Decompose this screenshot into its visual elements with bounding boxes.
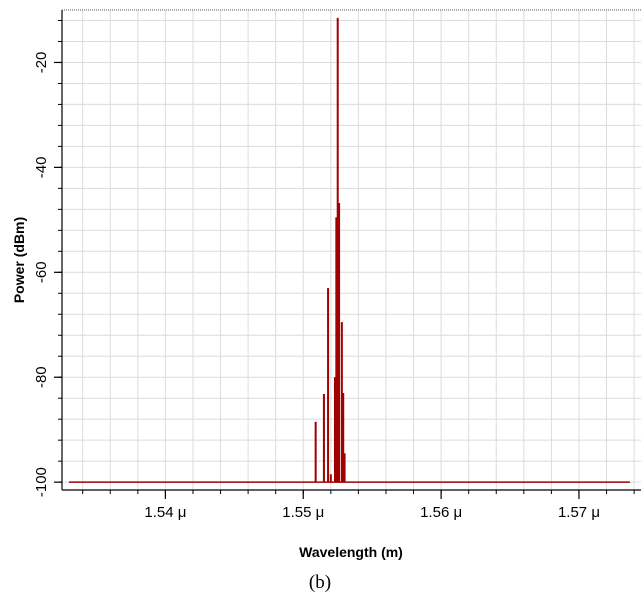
y-axis-title: Power (dBm) [11,217,27,303]
y-tick-label: -80 [33,366,50,388]
y-tick-label: -100 [33,467,50,497]
grid [62,10,641,490]
y-tick-label: -40 [33,157,50,179]
figure-caption: (b) [309,572,331,593]
x-axis: 1.54 μ 1.55 μ 1.56 μ 1.57 μ [62,489,641,521]
x-axis-title: Wavelength (m) [299,544,403,560]
x-tick-label: 1.55 μ [282,504,324,521]
y-tick-label: -60 [33,261,50,283]
x-tick-label: 1.57 μ [558,504,600,521]
plot-area-background [62,10,641,490]
plot-lines [68,17,630,483]
y-tick-label: -20 [33,52,50,74]
x-tick-label: 1.56 μ [420,504,462,521]
y-axis: -20 -40 -60 -80 -100 [33,10,63,497]
x-tick-label: 1.54 μ [144,504,186,521]
